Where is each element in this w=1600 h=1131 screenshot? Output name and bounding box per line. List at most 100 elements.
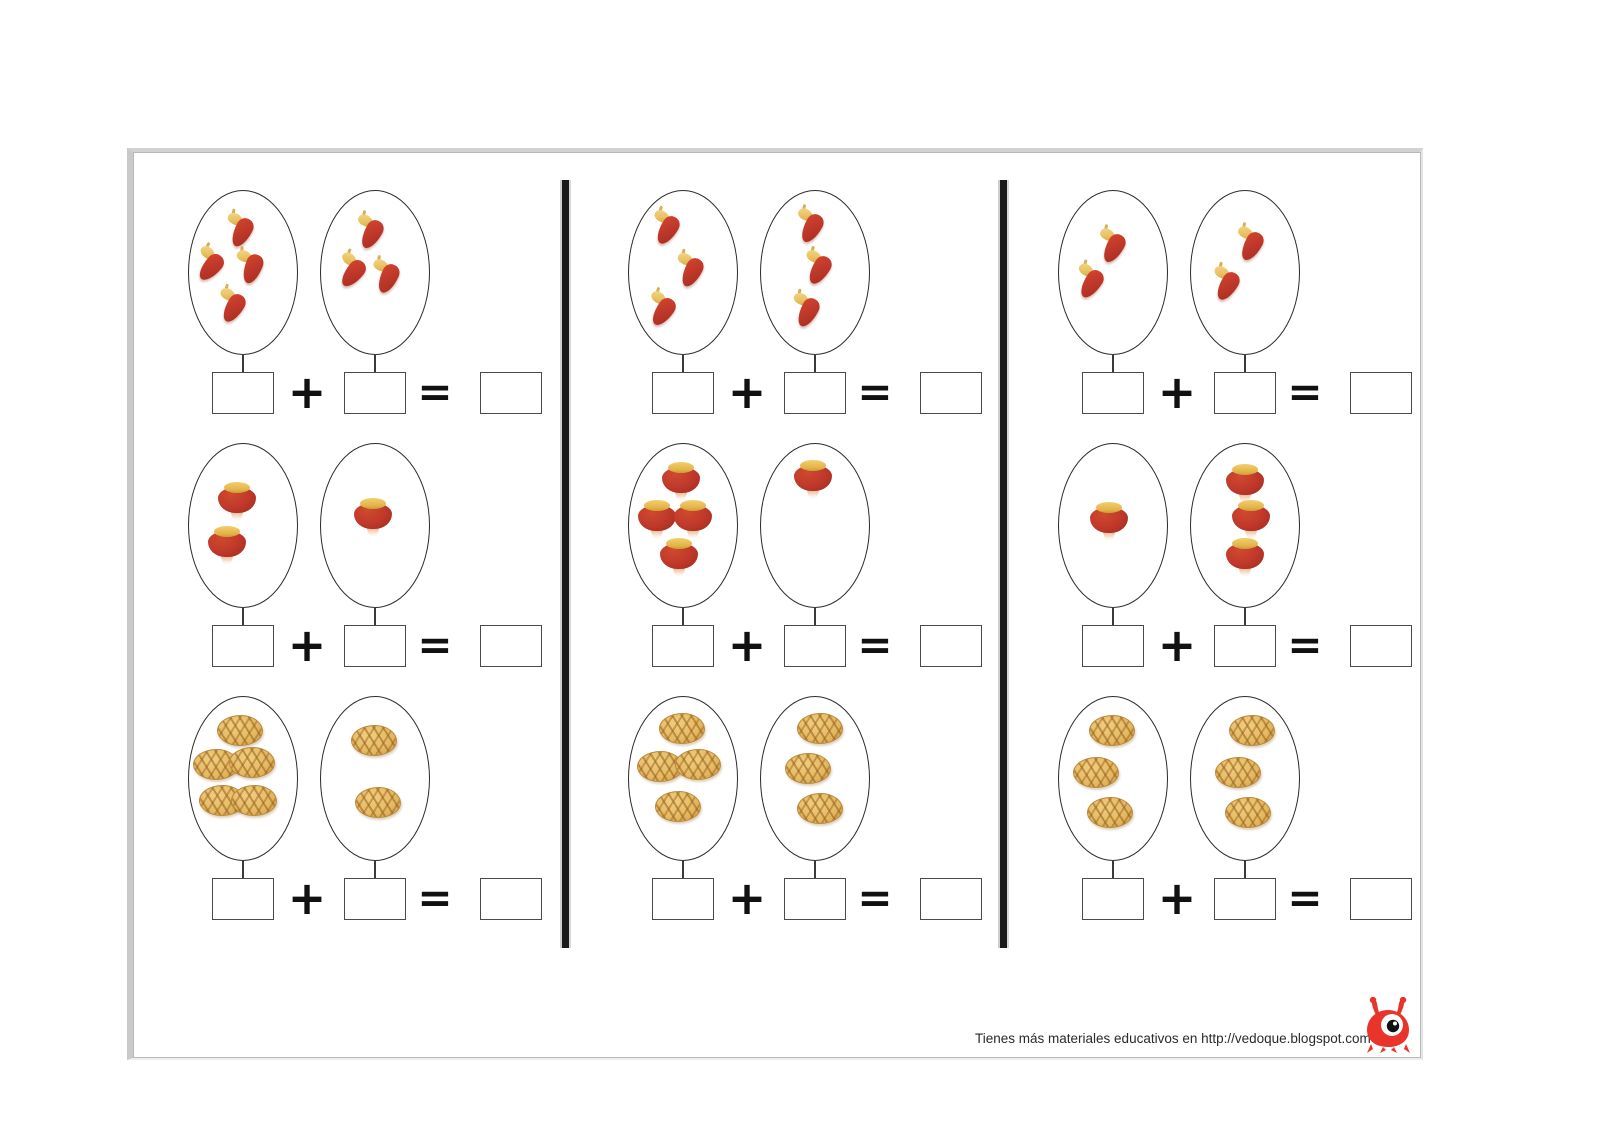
answer-box-left[interactable] xyxy=(652,625,714,667)
item-group-right xyxy=(760,443,870,629)
group-connector-line xyxy=(1112,860,1114,882)
cookie-icon xyxy=(795,789,847,829)
group-ellipse xyxy=(628,190,738,355)
item-group-right xyxy=(320,696,430,882)
problem-row: + = + = + = xyxy=(140,696,1420,949)
cookie-icon xyxy=(1213,753,1265,793)
chili-pepper-icon xyxy=(788,284,835,331)
group-connector-line xyxy=(682,354,684,376)
cookie-icon xyxy=(349,721,401,761)
item-group-right xyxy=(1190,443,1300,629)
equals-sign: = xyxy=(417,367,453,416)
group-ellipse xyxy=(188,443,298,608)
cookie-icon xyxy=(1227,711,1279,751)
answer-box-right[interactable] xyxy=(344,878,406,920)
answer-box-right[interactable] xyxy=(784,878,846,920)
answer-box-left[interactable] xyxy=(1082,372,1144,414)
chili-pepper-icon xyxy=(672,244,719,291)
chili-pepper-icon xyxy=(1210,260,1255,305)
answer-box-result[interactable] xyxy=(920,625,982,667)
cookie-icon xyxy=(783,749,835,789)
answer-box-right[interactable] xyxy=(1214,625,1276,667)
group-connector-line xyxy=(1244,860,1246,882)
equation-row: + = xyxy=(1030,613,1450,675)
group-ellipse xyxy=(1190,696,1300,861)
answer-box-left[interactable] xyxy=(652,372,714,414)
answer-box-right[interactable] xyxy=(784,372,846,414)
cookie-icon xyxy=(215,711,267,751)
footer-credit-text: Tienes más materiales educativos en http… xyxy=(975,1031,1371,1046)
answer-box-left[interactable] xyxy=(212,878,274,920)
item-group-left xyxy=(1058,443,1168,629)
group-ellipse xyxy=(1190,443,1300,608)
plus-sign: + xyxy=(1157,871,1197,925)
answer-box-result[interactable] xyxy=(1350,625,1412,667)
answer-box-right[interactable] xyxy=(1214,878,1276,920)
answer-box-left[interactable] xyxy=(652,878,714,920)
group-ellipse xyxy=(320,443,430,608)
item-group-right xyxy=(760,696,870,882)
cookie-icon xyxy=(653,787,705,827)
plus-sign: + xyxy=(727,365,767,419)
group-ellipse xyxy=(320,190,430,355)
item-group-left xyxy=(1058,190,1168,376)
tomato-icon xyxy=(1229,498,1275,540)
addition-problem: + = xyxy=(600,696,1020,946)
problem-grid: + = + = + = + = + = + = + = + = + = xyxy=(140,190,1420,950)
chili-pepper-icon xyxy=(1074,258,1117,302)
equals-sign: = xyxy=(857,873,893,922)
chili-pepper-icon xyxy=(802,244,847,289)
problem-row: + = + = + = xyxy=(140,190,1420,443)
addition-problem: + = xyxy=(600,190,1020,440)
group-ellipse xyxy=(320,696,430,861)
group-ellipse xyxy=(188,190,298,355)
answer-box-result[interactable] xyxy=(920,878,982,920)
chili-pepper-icon xyxy=(647,286,689,330)
equation-row: + = xyxy=(160,360,580,422)
group-connector-line xyxy=(242,860,244,882)
item-group-left xyxy=(628,190,738,376)
group-ellipse xyxy=(760,696,870,861)
answer-box-result[interactable] xyxy=(920,372,982,414)
answer-box-result[interactable] xyxy=(1350,372,1412,414)
answer-box-right[interactable] xyxy=(344,372,406,414)
addition-problem: + = xyxy=(600,443,1020,693)
tomato-icon xyxy=(657,536,703,578)
item-group-right xyxy=(320,190,430,376)
answer-box-right[interactable] xyxy=(1214,372,1276,414)
answer-box-left[interactable] xyxy=(212,372,274,414)
cookie-icon xyxy=(635,747,687,787)
answer-box-left[interactable] xyxy=(212,625,274,667)
plus-sign: + xyxy=(1157,365,1197,419)
answer-box-left[interactable] xyxy=(1082,878,1144,920)
group-connector-line xyxy=(1112,607,1114,629)
chili-pepper-icon xyxy=(650,204,695,249)
item-group-left xyxy=(628,696,738,882)
tomato-icon xyxy=(671,498,717,540)
equals-sign: = xyxy=(857,367,893,416)
tomato-icon xyxy=(205,524,251,566)
group-connector-line xyxy=(374,354,376,376)
answer-box-result[interactable] xyxy=(480,625,542,667)
group-ellipse xyxy=(760,443,870,608)
equation-row: + = xyxy=(600,866,1020,928)
group-ellipse xyxy=(628,443,738,608)
answer-box-result[interactable] xyxy=(480,878,542,920)
answer-box-result[interactable] xyxy=(1350,878,1412,920)
equation-row: + = xyxy=(160,866,580,928)
equation-row: + = xyxy=(600,613,1020,675)
group-connector-line xyxy=(814,860,816,882)
column-divider-1 xyxy=(560,180,571,948)
equals-sign: = xyxy=(1287,620,1323,669)
cookie-icon xyxy=(1223,793,1275,833)
answer-box-result[interactable] xyxy=(480,372,542,414)
equation-row: + = xyxy=(160,613,580,675)
item-group-right xyxy=(760,190,870,376)
answer-box-right[interactable] xyxy=(784,625,846,667)
group-ellipse xyxy=(1190,190,1300,355)
addition-problem: + = xyxy=(1030,696,1450,946)
answer-box-left[interactable] xyxy=(1082,625,1144,667)
group-connector-line xyxy=(374,607,376,629)
equals-sign: = xyxy=(417,620,453,669)
answer-box-right[interactable] xyxy=(344,625,406,667)
